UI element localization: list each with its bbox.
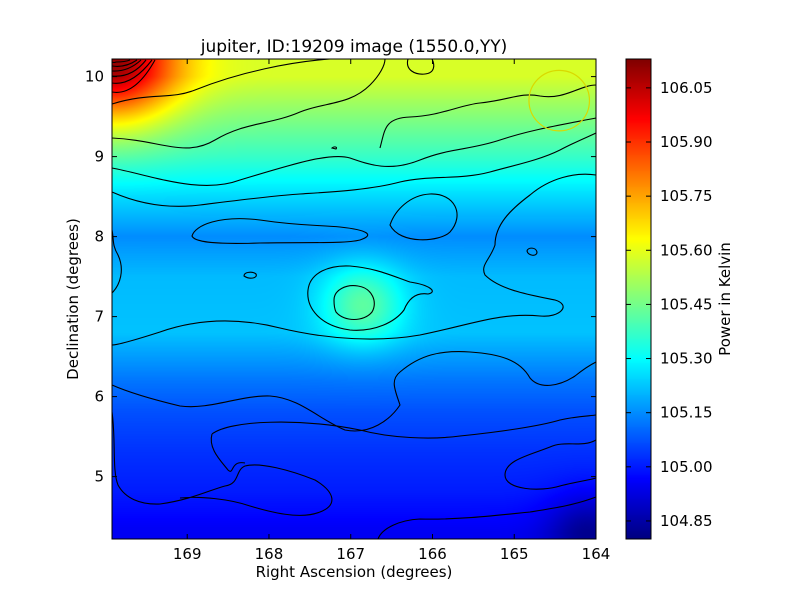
heatmap-image bbox=[112, 59, 596, 539]
contour-line bbox=[111, 132, 597, 207]
colorbar-tick-label: 105.75 bbox=[660, 187, 713, 205]
colorbar-tick-label: 105.30 bbox=[660, 350, 713, 368]
contour-line bbox=[504, 439, 597, 490]
colorbar-tick-label: 105.60 bbox=[660, 241, 713, 259]
colorbar-tick-label: 105.00 bbox=[660, 458, 713, 476]
x-tick-label: 169 bbox=[173, 545, 202, 563]
colorbar-tick-label: 106.05 bbox=[660, 79, 713, 97]
contour-lines bbox=[111, 58, 597, 540]
colorbar-frame bbox=[625, 58, 652, 540]
x-axis-label: Right Ascension (degrees) bbox=[256, 563, 453, 581]
contour-line bbox=[333, 285, 375, 321]
heatmap-canvas-group bbox=[112, 59, 596, 539]
contour-line bbox=[377, 496, 597, 540]
colorbar-tick-label: 105.45 bbox=[660, 295, 713, 313]
y-tick-label: 7 bbox=[94, 308, 104, 326]
contour-line bbox=[111, 59, 138, 67]
x-tick-label: 167 bbox=[336, 545, 365, 563]
colorbar: 104.85 105.00 105.15 105.30 105.45 105.60 105.… bbox=[625, 58, 734, 540]
colorbar-tick-label: 105.90 bbox=[660, 133, 713, 151]
contour-line bbox=[111, 229, 122, 294]
plot-frame bbox=[111, 58, 597, 540]
colorbar-label: Power in Kelvin bbox=[716, 242, 734, 356]
colorbar-tick-label: 105.15 bbox=[660, 404, 713, 422]
chart-title: jupiter, ID:19209 image (1550.0,YY) bbox=[200, 37, 508, 57]
colorbar-gradient bbox=[626, 59, 651, 539]
y-tick-label: 5 bbox=[94, 468, 104, 486]
contour-line bbox=[111, 59, 142, 72]
x-axis: 169 168 167 166 165 164 bbox=[173, 59, 610, 563]
beam-marker bbox=[528, 69, 591, 132]
contour-line bbox=[111, 351, 597, 432]
contour-line bbox=[111, 58, 331, 105]
contour-line bbox=[211, 414, 597, 439]
x-tick-label: 165 bbox=[500, 545, 529, 563]
y-tick-label: 8 bbox=[94, 228, 104, 246]
contour-line bbox=[389, 193, 458, 241]
contour-line bbox=[111, 411, 333, 516]
contour-line bbox=[111, 59, 131, 64]
y-tick-label: 6 bbox=[94, 388, 104, 406]
y-axis-label: Declination (degrees) bbox=[64, 218, 82, 380]
contour-line bbox=[111, 59, 153, 84]
contour-line bbox=[330, 146, 338, 150]
contour-line bbox=[111, 117, 597, 186]
contour-line bbox=[243, 271, 257, 279]
y-tick-label: 10 bbox=[85, 68, 104, 86]
y-axis: 5 6 7 8 9 10 bbox=[85, 68, 596, 486]
beam-circle bbox=[528, 69, 591, 132]
contour-line bbox=[111, 173, 597, 346]
contour-line bbox=[111, 59, 156, 93]
contour-line bbox=[191, 218, 369, 244]
x-tick-label: 168 bbox=[255, 545, 284, 563]
x-tick-label: 164 bbox=[582, 545, 611, 563]
contour-line bbox=[307, 265, 433, 331]
contour-line bbox=[210, 433, 246, 472]
contour-line bbox=[406, 58, 435, 75]
contour-line bbox=[379, 84, 597, 149]
y-tick-label: 9 bbox=[94, 148, 104, 166]
colorbar-ticks: 104.85 105.00 105.15 105.30 105.45 105.60 105.… bbox=[626, 79, 713, 530]
contour-line bbox=[526, 247, 538, 256]
contour-line bbox=[111, 58, 386, 149]
x-tick-label: 166 bbox=[418, 545, 447, 563]
colorbar-tick-label: 104.85 bbox=[660, 512, 713, 530]
